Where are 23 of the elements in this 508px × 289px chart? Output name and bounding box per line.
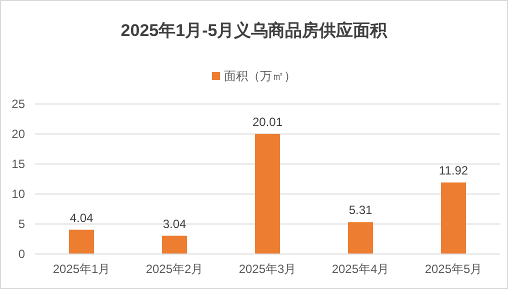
y-tick-label: 10	[12, 187, 26, 201]
bar	[162, 236, 187, 254]
y-tick-label: 25	[12, 97, 26, 111]
data-label: 20.01	[252, 114, 283, 129]
data-label: 3.04	[162, 216, 186, 231]
bar	[441, 182, 466, 254]
x-tick-label: 2025年1月	[52, 262, 110, 276]
x-tick-label: 2025年4月	[332, 262, 390, 276]
y-tick-label: 5	[18, 217, 26, 231]
y-tick-label: 15	[12, 157, 26, 171]
legend-label: 面积（万㎡）	[224, 69, 296, 83]
bar	[255, 134, 280, 254]
y-tick-label: 0	[18, 247, 26, 261]
chart-title: 2025年1月-5月义乌商品房供应面积	[120, 21, 388, 40]
x-tick-label: 2025年2月	[146, 262, 204, 276]
x-tick-label: 2025年5月	[424, 262, 482, 276]
bar	[69, 230, 94, 254]
y-tick-label: 20	[12, 127, 26, 141]
bar	[348, 222, 373, 254]
data-label: 11.92	[438, 163, 468, 178]
data-label: 4.04	[70, 210, 94, 225]
data-label: 5.31	[348, 203, 372, 218]
x-tick-label: 2025年3月	[238, 262, 296, 276]
